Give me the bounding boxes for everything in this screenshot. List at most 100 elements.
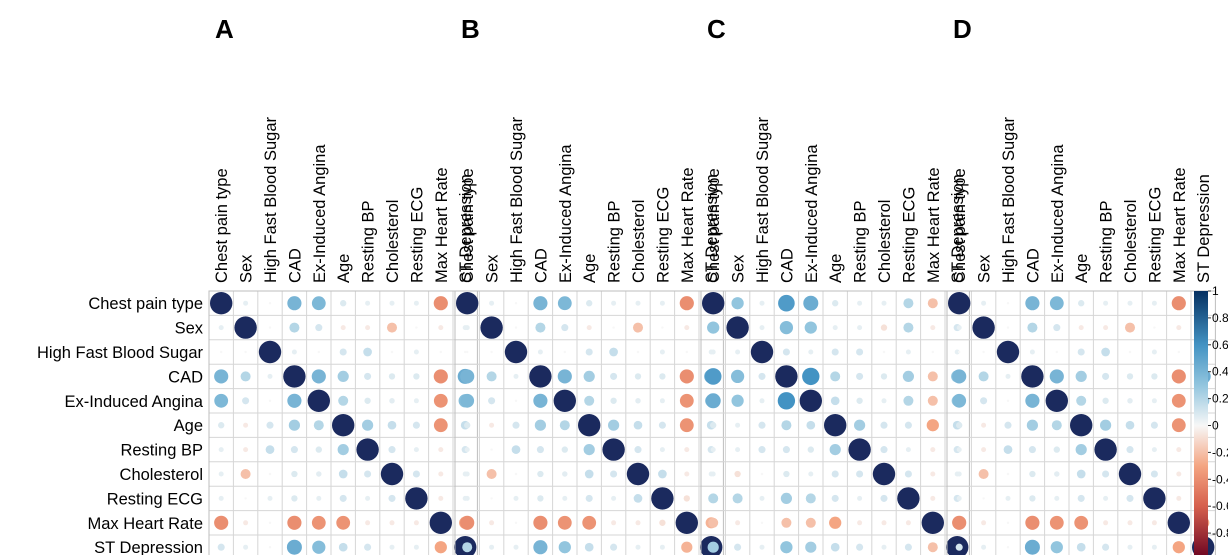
corr-cell-c-1-1	[726, 316, 749, 339]
corr-cell-b-8-8	[651, 487, 674, 510]
col-label-sex: Sex	[976, 254, 994, 283]
col-label-sex: Sex	[730, 254, 748, 283]
row-label-resting-bp: Resting BP	[120, 442, 203, 460]
panel-d: D Chest pain type Sex High Fast Blood Sugar…	[946, 14, 1216, 555]
col-label-high-fast-blood-sugar: High Fast Blood Sugar	[754, 116, 772, 283]
corr-cell-c-7-6	[856, 470, 864, 478]
row-label-st-depression: ST Depression	[94, 539, 203, 555]
panel-frame	[700, 290, 970, 555]
corr-cell-b-9-3	[533, 515, 548, 530]
corr-cell-d-3-9	[1171, 369, 1186, 384]
corr-cell-c-2-6	[856, 348, 864, 356]
corr-cell-c-7-1	[734, 470, 741, 478]
corr-cell-d-7-2	[1006, 472, 1010, 476]
col-label-st-depression: ST Depression	[1195, 174, 1213, 283]
colorbar-tick-label: 0.6	[1212, 338, 1228, 352]
corr-cell-b-9-1	[489, 520, 495, 526]
corr-cell-a-6-1	[243, 447, 249, 453]
corr-cell-a-1-9	[438, 325, 444, 331]
corr-cell-c-4-3	[777, 392, 796, 410]
corr-cell-d-2-8	[1151, 349, 1157, 355]
corr-cell-c-1-4	[804, 321, 817, 334]
corr-cell-c-10-2	[759, 544, 765, 550]
corr-cell-c-5-4	[806, 420, 816, 430]
corr-cell-c-10-4	[805, 541, 817, 553]
corr-cell-d-4-9	[1171, 393, 1186, 408]
corr-cell-c-5-0	[710, 422, 717, 429]
corr-cell-d-1-0	[956, 325, 962, 331]
corr-cell-d-10-3	[1024, 539, 1040, 555]
corr-cell-b-7-2	[514, 472, 518, 476]
corr-cell-a-5-9	[433, 418, 448, 433]
panel-letter: A	[215, 14, 234, 44]
corr-cell-c-1-2	[759, 325, 765, 331]
col-label-ex-induced-angina: Ex-Induced Angina	[803, 144, 821, 283]
corr-cell-a-1-1	[234, 316, 257, 339]
corr-cell-c-2-2	[750, 340, 774, 364]
col-label-chest-pain-type: Chest pain type	[459, 168, 477, 283]
corr-cell-d-6-3	[1028, 446, 1036, 454]
corr-cell-a-2-4	[317, 350, 320, 354]
corr-cell-c-1-3	[779, 320, 794, 335]
corr-cell-b-6-4	[561, 446, 568, 453]
corr-cell-b-10-5	[584, 542, 594, 552]
corr-cell-b-0-7	[635, 300, 641, 306]
col-label-ex-induced-angina: Ex-Induced Angina	[557, 144, 575, 283]
corr-cell-c-6-6	[848, 438, 871, 461]
corr-cell-d-10-5	[1076, 542, 1086, 552]
corr-cell-d-5-7	[1125, 420, 1135, 430]
corr-cell-c-8-6	[857, 495, 863, 501]
corr-cell-d-9-1	[981, 520, 987, 526]
corr-cell-d-5-1	[981, 422, 987, 428]
row-label-age: Age	[174, 417, 203, 435]
corr-cell-a-7-2	[268, 472, 272, 476]
col-label-resting-ecg: Resting ECG	[1146, 187, 1164, 283]
grid	[455, 291, 724, 555]
corr-cell-a-3-3	[283, 365, 306, 388]
corr-cell-a-0-3	[287, 296, 302, 311]
corr-cell-a-0-0	[210, 292, 233, 315]
corr-cell-d-4-8	[1151, 398, 1157, 404]
corr-cell-a-1-3	[289, 322, 300, 333]
corr-cell-a-7-1	[240, 468, 251, 480]
corr-cell-b-6-9	[684, 447, 690, 453]
corr-cell-c-8-7	[880, 494, 888, 502]
corr-cell-c-9-6	[857, 520, 863, 526]
corr-cell-a-10-8	[413, 544, 419, 550]
corr-cell-a-8-3	[291, 495, 298, 502]
corr-cell-a-8-0	[218, 495, 224, 501]
corr-cell-d-10-8	[1151, 544, 1157, 550]
corr-cell-a-1-0	[218, 325, 224, 331]
corr-cell-a-10-2	[268, 546, 272, 549]
corr-cell-d-8-0	[956, 495, 962, 501]
corr-cell-d-9-2	[1006, 521, 1010, 524]
corr-cell-b-3-0	[460, 369, 475, 384]
corr-cell-c-10-8	[904, 543, 912, 551]
corr-cell-b-2-6	[609, 347, 618, 357]
corr-cell-b-5-0	[464, 422, 471, 429]
corr-cell-c-1-0	[707, 321, 720, 334]
row-label-cholesterol: Cholesterol	[120, 466, 203, 484]
corr-cell-d-1-5	[1078, 325, 1084, 331]
corr-cell-b-8-4	[562, 495, 568, 501]
corr-cell-c-4-8	[903, 395, 914, 406]
corr-cell-b-10-9	[681, 541, 693, 553]
corr-cell-b-10-6	[610, 543, 618, 551]
corr-cell-c-1-6	[857, 325, 863, 331]
corr-cell-b-7-8	[658, 469, 667, 479]
corr-cell-c-5-9	[926, 419, 939, 432]
corr-cell-c-2-7	[882, 350, 886, 354]
grid	[701, 291, 970, 555]
corr-cell-c-2-5	[831, 348, 839, 356]
corr-cell-c-3-8	[902, 370, 915, 382]
colorbar-tick-label: 0.4	[1212, 365, 1228, 379]
corr-cell-b-9-5	[582, 515, 597, 530]
corr-cell-b-0-6	[611, 300, 617, 306]
corr-cell-a-8-9	[438, 495, 444, 501]
col-label-max-heart-rate: Max Heart Rate	[679, 167, 697, 283]
corr-cell-a-3-2	[267, 373, 273, 379]
corr-cell-c-10-5	[830, 542, 840, 552]
corr-cell-c-8-9	[930, 495, 936, 501]
corr-cell-a-5-2	[266, 421, 274, 429]
colorbar: 1 0.8 0.6 0.4 0.2 0 -0.2 -0.4 -0.6 -0.8 -1	[1194, 284, 1228, 555]
